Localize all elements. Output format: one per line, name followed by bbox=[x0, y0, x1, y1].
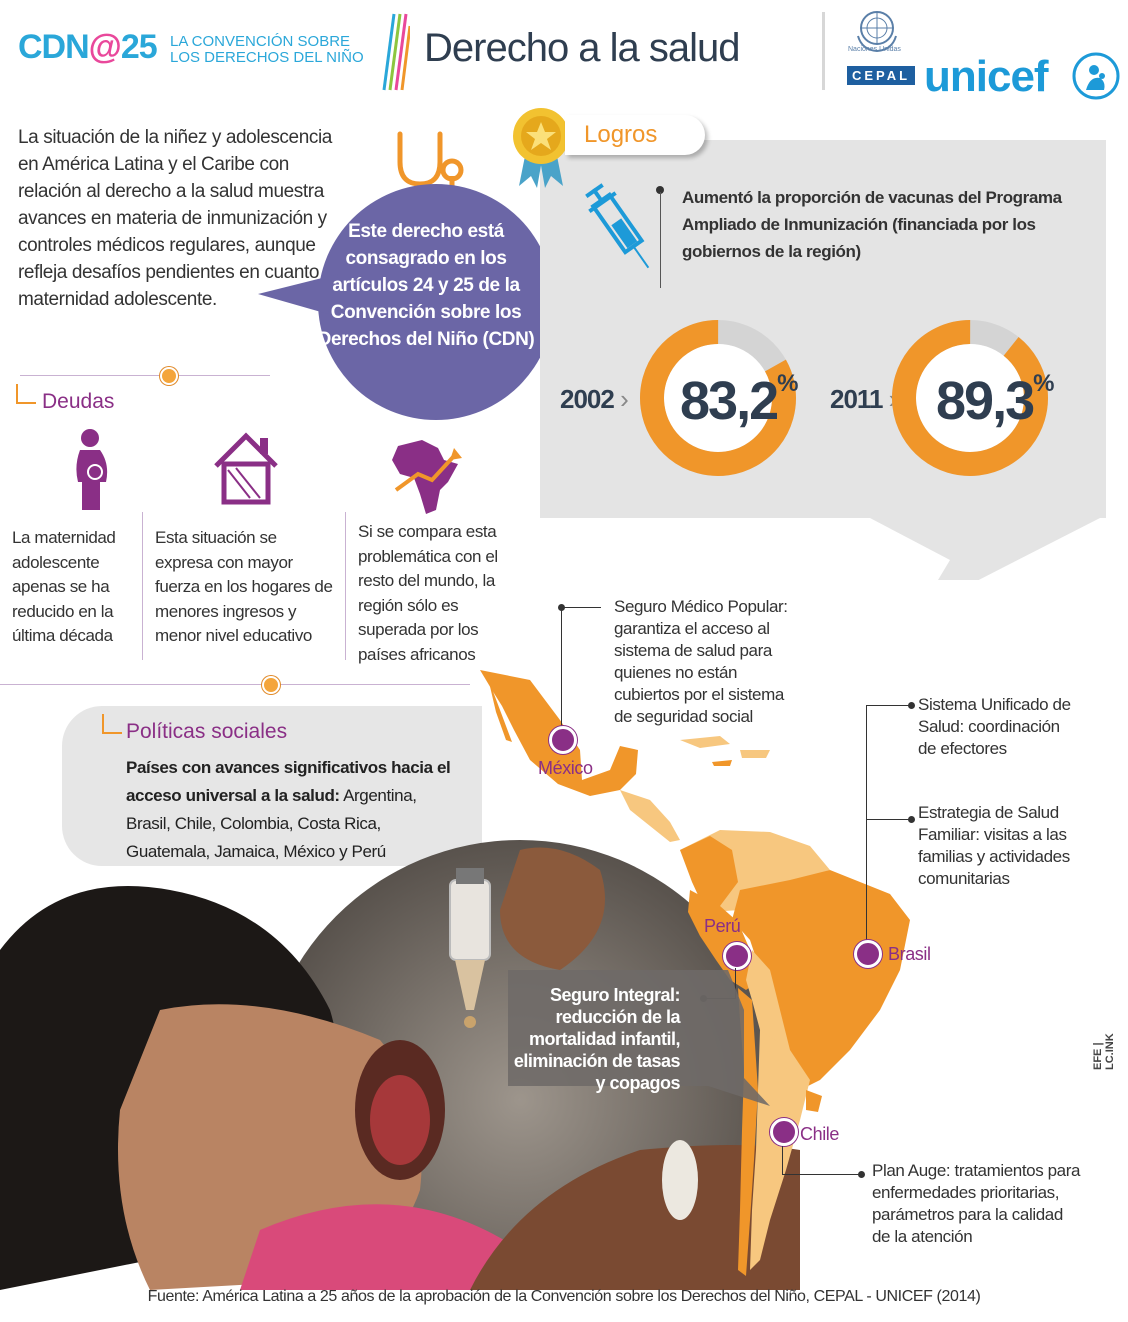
deudas-title: Deudas bbox=[42, 390, 115, 413]
mexico-label: México bbox=[538, 758, 593, 778]
logros-tab bbox=[565, 115, 705, 155]
pregnant-woman-icon bbox=[76, 429, 108, 510]
photo-credit: EFE | LC.INK bbox=[1092, 1033, 1116, 1070]
bubble-text: Este derecho está consagrado en los artí… bbox=[317, 221, 535, 350]
separator-line bbox=[20, 375, 270, 376]
chile-pin bbox=[770, 1118, 798, 1146]
donut-center bbox=[916, 344, 1024, 452]
chile-label: Chile bbox=[800, 1124, 840, 1144]
callout-line bbox=[866, 705, 910, 706]
intro-text: La situación de la niñez y adolescencia … bbox=[18, 127, 335, 310]
callout-dot bbox=[908, 702, 915, 709]
peru-callout: Seguro Integral: reducción de la mortali… bbox=[513, 985, 681, 1093]
peru-label: Perú bbox=[704, 916, 741, 936]
unicef-logo: unicef bbox=[924, 52, 1049, 101]
deuda-text-2: Esta situación se expresa con mayor fuer… bbox=[155, 528, 333, 645]
un-text: Naciones Unidas bbox=[848, 46, 901, 53]
politicas-panel bbox=[62, 706, 482, 866]
deuda-text-1: La maternidad adolescente apenas se ha r… bbox=[12, 528, 116, 645]
logo-subtitle: LA CONVENCIÓN SOBRE LOS DERECHOS DEL NIÑO bbox=[170, 33, 364, 66]
donut-center bbox=[664, 344, 772, 452]
callout-dot bbox=[656, 186, 664, 194]
callout-line bbox=[660, 192, 661, 288]
brasil-callout-2: Estrategia de Salud Familiar: visitas a … bbox=[918, 803, 1070, 888]
cdn25-logo: CDN@25 bbox=[18, 28, 158, 66]
logros-title: Logros bbox=[584, 121, 658, 148]
callout-line bbox=[561, 607, 601, 608]
color-stripes-icon bbox=[382, 13, 410, 91]
peru-pin bbox=[723, 942, 751, 970]
column-separator bbox=[142, 512, 143, 660]
callout-line bbox=[866, 819, 910, 820]
brasil-label: Brasil bbox=[888, 944, 931, 964]
brasil-pin bbox=[854, 940, 882, 968]
deuda-text-3: Si se compara esta problemática con el r… bbox=[358, 522, 498, 664]
callout-line bbox=[561, 607, 562, 729]
callout-dot bbox=[908, 816, 915, 823]
africa-map-icon bbox=[392, 440, 462, 514]
politicas-title: Políticas sociales bbox=[126, 720, 288, 743]
house-icon bbox=[214, 432, 278, 505]
year-2002: 2002 › bbox=[560, 384, 629, 414]
medal-icon bbox=[513, 108, 569, 188]
stat-value-2002: 83,2% bbox=[680, 370, 799, 431]
politicas-text: Países con avances significativos hacia … bbox=[126, 758, 451, 861]
source-note: Fuente: América Latina a 25 años de la a… bbox=[147, 1288, 981, 1305]
callout-line bbox=[866, 705, 867, 945]
deudas-bracket bbox=[16, 384, 36, 404]
donut-arc-2011 bbox=[892, 320, 1048, 476]
vaccine-text: Aumentó la proporción de vacunas del Pro… bbox=[682, 188, 1062, 261]
donut-chart-2002 bbox=[640, 320, 796, 476]
politicas-bracket bbox=[102, 714, 122, 734]
mexico-pin bbox=[549, 726, 577, 754]
un-emblem-icon bbox=[857, 11, 897, 53]
stat-value-2011: 89,3% bbox=[936, 370, 1055, 431]
separator-dot bbox=[160, 367, 178, 385]
seguro-integral-panel bbox=[508, 970, 770, 1106]
separator-dot bbox=[262, 676, 280, 694]
year-2011: 2011 › bbox=[830, 384, 897, 414]
brasil-callout-1: Sistema Unificado de Salud: coordinación… bbox=[918, 695, 1071, 758]
speech-bubble bbox=[258, 184, 554, 420]
syringe-icon bbox=[585, 183, 650, 269]
header-divider bbox=[822, 12, 825, 90]
unicef-emblem-icon bbox=[1072, 52, 1120, 100]
callout-line bbox=[782, 1174, 860, 1175]
callout-line bbox=[782, 1146, 783, 1174]
column-separator bbox=[345, 512, 346, 660]
cepal-logo: CEPAL bbox=[847, 66, 916, 85]
chile-callout: Plan Auge: tratamientos para enfermedade… bbox=[872, 1161, 1081, 1246]
callout-line bbox=[735, 968, 736, 998]
mexico-callout: Seguro Médico Popular: garantiza el acce… bbox=[614, 597, 788, 726]
donut-chart-2011 bbox=[892, 320, 1048, 476]
callout-dot bbox=[858, 1171, 865, 1178]
page-title: Derecho a la salud bbox=[424, 26, 741, 70]
separator-line bbox=[0, 684, 470, 685]
